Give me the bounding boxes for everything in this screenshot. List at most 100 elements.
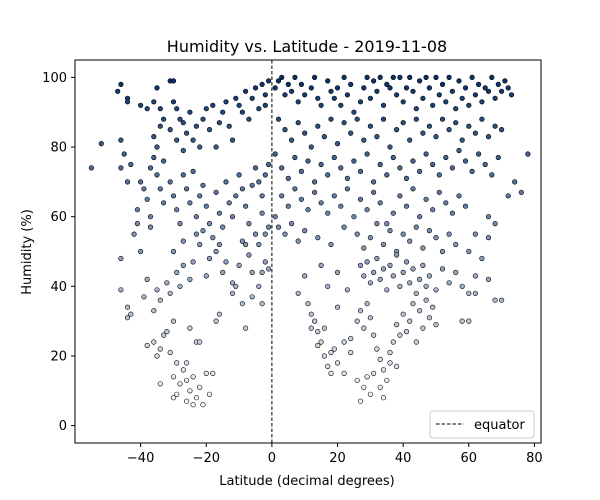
scatter-point [325,78,331,84]
scatter-point [426,315,433,321]
scatter-point [292,154,298,161]
scatter-point [295,238,301,244]
scatter-point [157,186,163,192]
scatter-point [361,85,367,91]
y-tick-label: 80 [50,141,67,156]
scatter-point [151,339,157,345]
scatter-point [325,172,331,178]
scatter-point [397,332,403,338]
scatter-point [436,189,442,195]
scatter-point [229,214,236,220]
scatter-point [361,384,367,390]
scatter-point [387,228,393,234]
scatter-point [138,179,144,185]
scatter-point [174,269,180,276]
scatter-point [174,137,180,143]
scatter-point [400,120,406,126]
scatter-point [462,203,469,209]
scatter-point [489,172,495,178]
scatter-point [482,161,488,168]
scatter-point [374,255,380,262]
scatter-point [377,276,383,283]
scatter-point [246,252,252,258]
scatter-point [262,102,268,108]
scatter-point [118,287,124,293]
scatter-point [351,214,357,220]
scatter-point [495,154,501,161]
scatter-point [246,116,252,122]
scatter-point [377,356,383,363]
scatter-point [289,88,295,94]
scatter-point [239,109,245,115]
scatter-point [315,342,321,349]
scatter-point [485,276,492,283]
scatter-point [184,377,190,383]
scatter-point [380,395,387,401]
scatter-point [318,161,324,168]
scatter-point [413,290,419,296]
scatter-point [144,342,150,349]
scatter-point [312,189,318,195]
scatter-point [249,294,255,300]
scatter-point [308,85,314,91]
scatter-point [361,273,367,279]
scatter-point [436,172,442,178]
scatter-point [312,74,318,80]
scatter-point [384,377,390,383]
scatter-point [466,290,472,296]
scatter-point [134,221,140,227]
scatter-point [124,315,131,321]
scatter-point [289,137,295,143]
scatter-point [213,248,219,255]
scatter-point [161,200,167,206]
scatter-point [252,231,259,237]
scatter-point [476,81,482,87]
scatter-point [331,154,337,161]
scatter-point [439,81,446,87]
scatter-point [456,193,462,199]
scatter-point [479,116,485,122]
scatter-point [190,168,196,174]
scatter-point [462,158,469,164]
scatter-point [364,259,370,265]
scatter-point [118,255,124,262]
scatter-point [328,241,334,248]
scatter-point [361,245,367,251]
scatter-point [213,189,219,195]
scatter-point [203,203,209,209]
scatter-point [249,269,255,276]
scatter-point [325,283,331,289]
scatter-point [220,269,226,276]
scatter-point [220,224,226,230]
scatter-point [243,325,249,331]
scatter-point [325,210,331,216]
scatter-point [417,276,423,283]
scatter-point [364,151,370,157]
scatter-point [410,88,416,94]
x-axis-label: Latitude (decimal degrees) [219,474,395,489]
scatter-point [499,297,505,303]
scatter-point [184,186,190,192]
scatter-point [403,85,410,91]
y-tick-label: 60 [50,210,67,225]
scatter-point [334,85,341,91]
scatter-point [390,273,396,279]
scatter-point [305,301,311,307]
scatter-point [141,186,147,192]
scatter-point [305,207,311,213]
scatter-point [279,165,285,171]
scatter-point [354,318,360,324]
scatter-point [216,210,222,216]
scatter-point [275,116,282,122]
scatter-point [144,196,150,202]
scatter-point [469,168,475,174]
scatter-point [341,370,347,377]
scatter-point [164,280,170,286]
scatter-point [259,81,265,87]
scatter-point [492,221,498,227]
scatter-point [394,252,400,258]
scatter-point [423,74,429,80]
scatter-point [187,325,193,331]
scatter-point [180,147,186,154]
scatter-point [400,231,406,237]
